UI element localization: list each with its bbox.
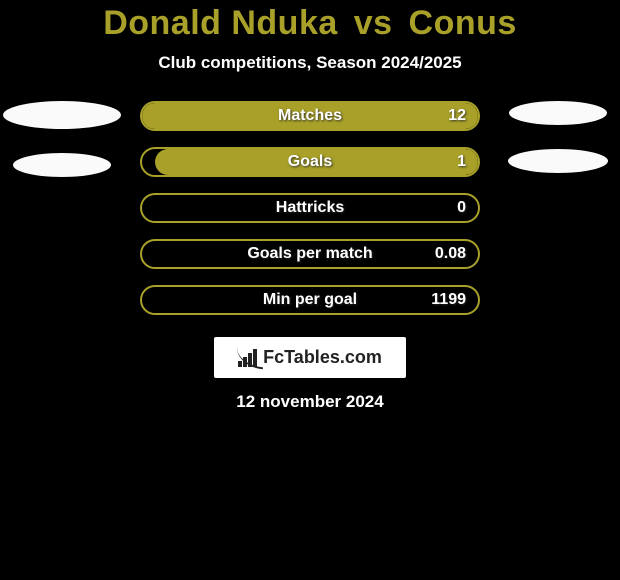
player1-name: Donald Nduka (103, 4, 338, 42)
stat-bar-right-value: 0 (457, 199, 466, 217)
player1-placeholder-0 (3, 101, 121, 129)
stats-section: Matches 12 Goals 1 Hattricks 0 Goals per match… (0, 101, 620, 315)
stat-bar-label: Min per goal (263, 291, 357, 309)
stat-bar-right-value: 0.08 (435, 245, 466, 263)
stat-bar-row: Matches 12 (140, 101, 480, 131)
player2-placeholder-1 (508, 149, 608, 173)
stat-bar-right-value: 12 (448, 107, 466, 125)
stat-bar-label: Goals (288, 153, 332, 171)
stat-bar-label: Goals per match (247, 245, 372, 263)
subtitle: Club competitions, Season 2024/2025 (158, 53, 461, 73)
player1-photo-column (2, 101, 122, 177)
logo-text: FcTables.com (263, 347, 382, 368)
stat-bar-label: Hattricks (276, 199, 344, 217)
page-title: Donald Nduka vs Conus (103, 4, 517, 43)
stat-bar-row: Min per goal 1199 (140, 285, 480, 315)
fctables-logo-icon (238, 349, 257, 367)
player2-photo-column (498, 101, 618, 173)
stat-bar-row: Hattricks 0 (140, 193, 480, 223)
stat-bar-label: Matches (278, 107, 342, 125)
player2-placeholder-0 (509, 101, 607, 125)
logo-box: FcTables.com (214, 337, 406, 378)
player1-placeholder-1 (13, 153, 111, 177)
infographic-container: Donald Nduka vs Conus Club competitions,… (0, 0, 620, 580)
player2-name: Conus (409, 4, 517, 42)
stat-bar-row: Goals 1 (140, 147, 480, 177)
date-label: 12 november 2024 (236, 392, 383, 412)
stat-bars: Matches 12 Goals 1 Hattricks 0 Goals per match… (140, 101, 480, 315)
vs-label: vs (354, 4, 393, 42)
stat-bar-right-value: 1 (457, 153, 466, 171)
stat-bar-right-value: 1199 (431, 291, 466, 309)
stat-bar-row: Goals per match 0.08 (140, 239, 480, 269)
